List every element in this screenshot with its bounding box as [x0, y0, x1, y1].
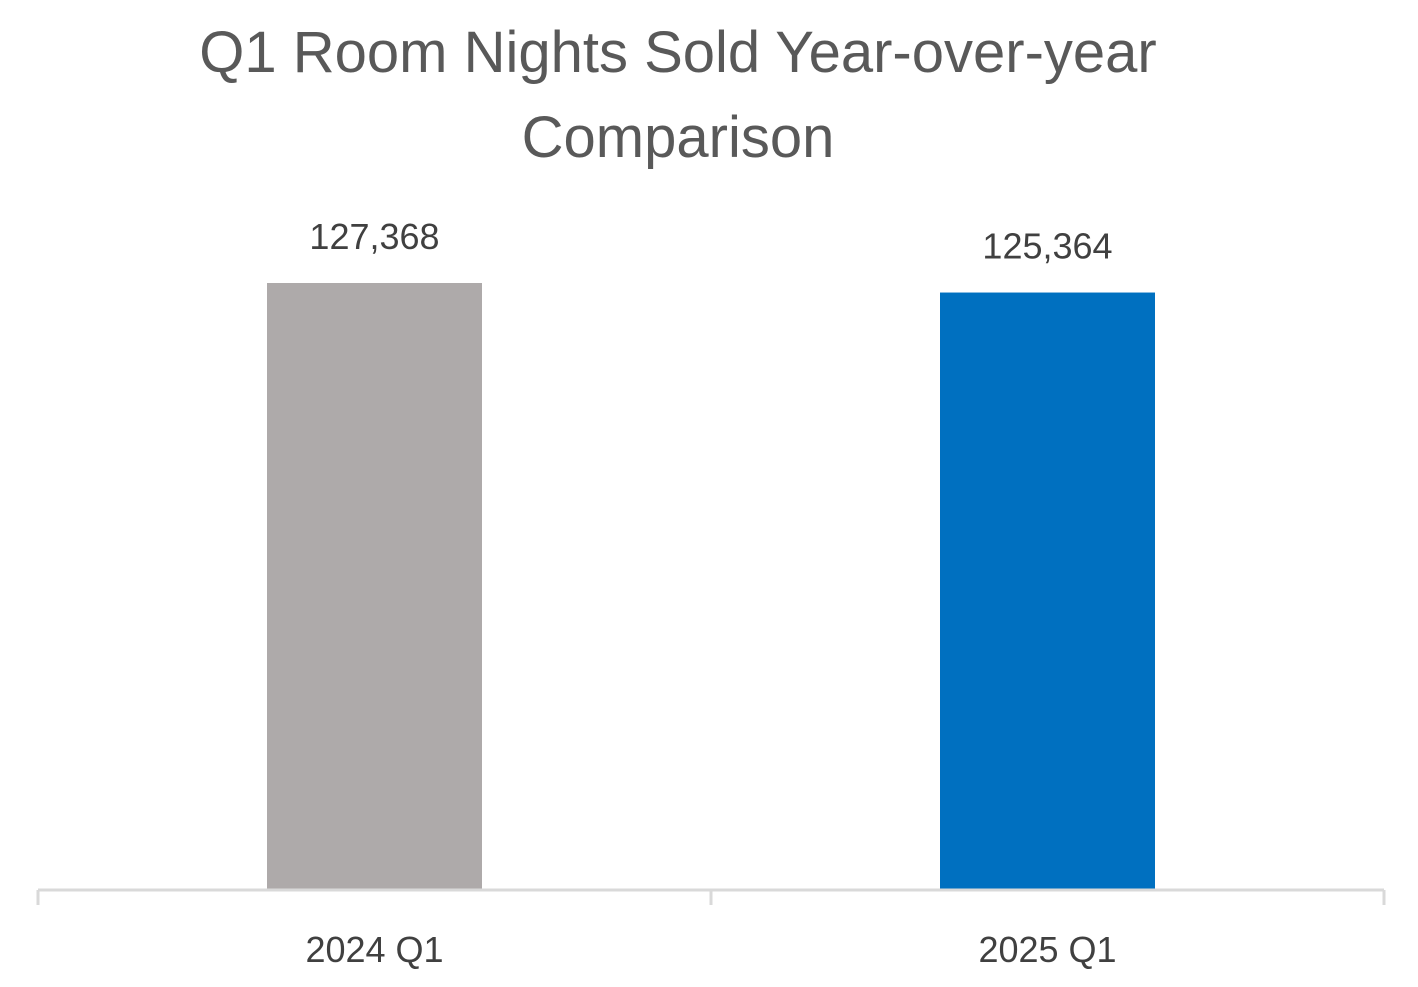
bar-2025-q1	[940, 292, 1155, 889]
bars-group	[267, 283, 1155, 889]
bar-2024-q1	[267, 283, 482, 889]
category-label: 2025 Q1	[978, 929, 1116, 970]
data-label: 127,368	[309, 216, 439, 257]
chart-title-line-1: Q1 Room Nights Sold Year-over-year	[199, 20, 1156, 85]
x-axis	[36, 888, 1386, 905]
labels-group: 127,368 2024 Q1 125,364 2025 Q1	[305, 216, 1116, 970]
data-label: 125,364	[982, 226, 1112, 267]
category-label: 2024 Q1	[305, 929, 443, 970]
chart-title-line-2: Comparison	[522, 105, 835, 170]
